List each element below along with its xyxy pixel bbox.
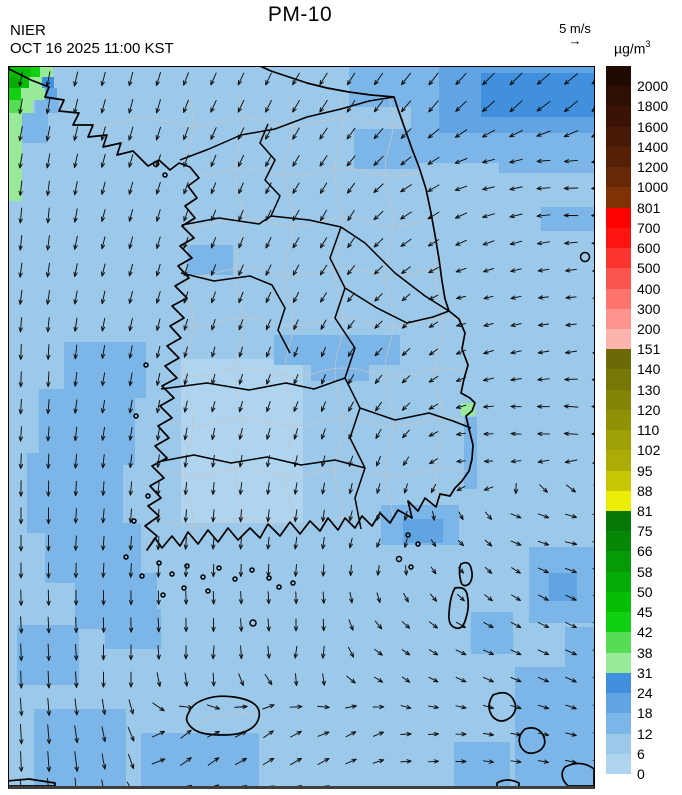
colorbar-segment [606, 672, 631, 694]
colorbar-unit-label: µg/m3 [614, 39, 651, 57]
colorbar-segment [606, 328, 631, 350]
colorbar-tick-label: 6 [637, 745, 645, 762]
colorbar-segment [606, 753, 631, 775]
colorbar-segment [606, 733, 631, 755]
colorbar-segment [606, 349, 631, 370]
colorbar-tick-label: 300 [637, 300, 661, 317]
colorbar-segment [606, 713, 631, 735]
colorbar-segment [606, 450, 631, 472]
colorbar-segment [606, 571, 631, 593]
colorbar-segment [606, 106, 631, 128]
colorbar-tick-label: 102 [637, 442, 661, 459]
colorbar-tick-label: 600 [637, 240, 661, 257]
colorbar-segment [606, 86, 631, 107]
colorbar-tick-label: 81 [637, 503, 653, 520]
colorbar-segment [606, 308, 631, 330]
map-svg [9, 67, 594, 786]
colorbar-segment [606, 227, 631, 249]
colorbar-tick-label: 12 [637, 725, 653, 742]
colorbar-tick-label: 24 [637, 685, 653, 702]
colorbar-tick-label: 120 [637, 401, 661, 418]
colorbar-segment [606, 511, 631, 532]
colorbar-tick-label: 45 [637, 604, 653, 621]
colorbar-segment [606, 389, 631, 411]
colorbar [606, 66, 631, 775]
colorbar-tick-label: 130 [637, 381, 661, 398]
colorbar-tick-label: 110 [637, 422, 660, 439]
forecast-map-canvas [8, 66, 595, 789]
colorbar-tick-label: 1200 [637, 159, 669, 176]
colorbar-tick-label: 1600 [637, 118, 669, 135]
colorbar-tick-label: 140 [637, 361, 661, 378]
pm-patches [9, 67, 594, 786]
colorbar-tick-label: 66 [637, 543, 653, 560]
wind-scale-arrow-icon: → [568, 33, 582, 48]
colorbar-segment [606, 207, 631, 229]
colorbar-segment [606, 409, 631, 431]
colorbar-segment [606, 288, 631, 310]
colorbar-segment [606, 490, 631, 512]
colorbar-segment [606, 652, 631, 674]
colorbar-tick-label: 75 [637, 523, 653, 540]
colorbar-tick-label: 400 [637, 280, 661, 297]
colorbar-segment [606, 470, 631, 492]
colorbar-segment [606, 167, 631, 188]
colorbar-tick-label: 700 [637, 219, 661, 236]
colorbar-tick-label: 0 [637, 766, 645, 782]
colorbar-tick-label: 1800 [637, 98, 669, 115]
colorbar-tick-label: 88 [637, 482, 653, 499]
colorbar-tick-label: 95 [637, 462, 653, 479]
agency-label: NIER [10, 22, 46, 39]
colorbar-tick-label: 50 [637, 583, 653, 600]
colorbar-segment [606, 126, 631, 148]
colorbar-tick-label: 42 [637, 624, 653, 641]
colorbar-tick-label: 38 [637, 644, 653, 661]
colorbar-segment [606, 146, 631, 168]
page-title: PM-10 [267, 3, 333, 26]
colorbar-tick-label: 1000 [637, 179, 669, 196]
colorbar-tick-label: 2000 [637, 78, 669, 95]
colorbar-segment [606, 369, 631, 391]
colorbar-segment [606, 430, 631, 451]
colorbar-segment [606, 612, 631, 633]
colorbar-segment [606, 591, 631, 613]
colorbar-segment [606, 551, 631, 573]
coastline-and-borders [9, 67, 594, 786]
colorbar-tick-label: 200 [637, 320, 661, 337]
colorbar-tick-label: 58 [637, 563, 653, 580]
datetime-label: OCT 16 2025 11:00 KST [10, 40, 174, 57]
colorbar-segment [606, 248, 631, 269]
colorbar-tick-label: 1400 [637, 138, 669, 155]
colorbar-tick-label: 18 [637, 705, 653, 722]
wind-scale-label: 5 m/s [559, 21, 591, 36]
colorbar-segment [606, 531, 631, 552]
colorbar-tick-label: 151 [637, 341, 661, 358]
colorbar-segment [606, 693, 631, 714]
colorbar-segment [606, 632, 631, 654]
colorbar-tick-label: 500 [637, 260, 661, 277]
colorbar-segment [606, 187, 631, 209]
colorbar-segment [606, 268, 631, 289]
colorbar-tick-label: 801 [637, 199, 661, 216]
colorbar-segment [606, 66, 631, 87]
colorbar-tick-label: 31 [637, 664, 653, 681]
wind-vector-field [18, 71, 594, 786]
